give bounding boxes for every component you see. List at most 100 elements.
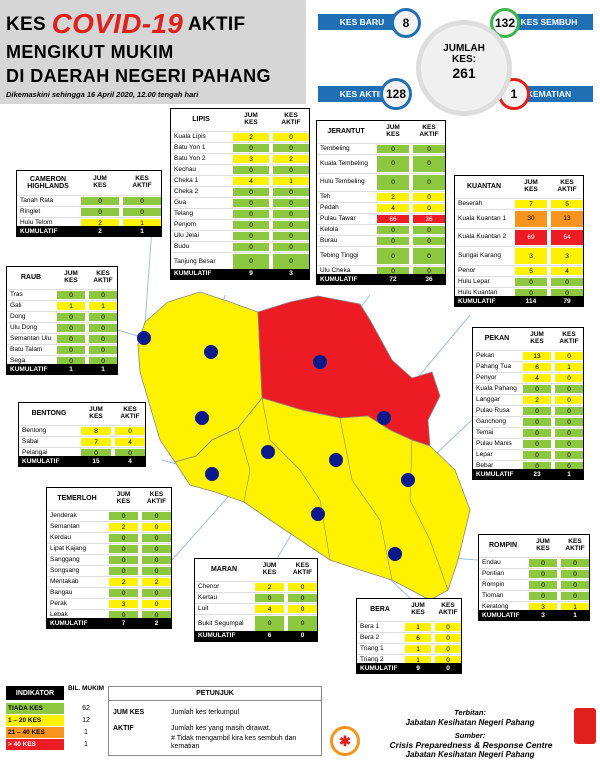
legend-category: 1 – 20 KES xyxy=(6,715,64,726)
jum-kes-cell: 4 xyxy=(233,177,269,185)
kes-aktif-cell: 36 xyxy=(413,215,445,224)
table-row: Sabai 7 4 xyxy=(19,436,145,447)
kes-baru-label: KES BARU xyxy=(318,14,406,30)
jum-kes-header: JUM KES xyxy=(530,331,544,345)
table-row: Rompin 0 0 xyxy=(479,579,589,590)
kumulatif-jum: 9 xyxy=(416,664,420,672)
kes-baru-value: 8 xyxy=(391,8,421,38)
kumulatif-row: KUMULATIF 2 1 xyxy=(17,226,161,236)
table-row: Pulau Manis 0 0 xyxy=(473,438,583,449)
mukim-name: Kuala Lipis xyxy=(174,132,206,140)
jum-kes-cell: 0 xyxy=(233,188,269,196)
table-row: Kertau 0 0 xyxy=(195,592,317,603)
mukim-name: Budu xyxy=(174,242,190,250)
table-row: Teh 2 0 xyxy=(317,191,445,202)
district-name: MARAN xyxy=(210,566,238,574)
mukim-name: Kuala Kuantan 1 xyxy=(458,214,507,222)
kes-aktif-cell: 0 xyxy=(273,144,309,152)
mukim-name: Pelangai xyxy=(22,448,48,456)
mukim-name: Bera 2 xyxy=(360,633,380,641)
mukim-name: Triang 2 xyxy=(360,655,384,663)
table-row: Sanggang 0 0 xyxy=(47,554,171,565)
table-row: Songsang 0 0 xyxy=(47,565,171,576)
jum-kes-cell: 0 xyxy=(57,324,85,332)
kes-aktif-cell: 0 xyxy=(413,237,445,246)
kumulatif-label: KUMULATIF xyxy=(50,619,88,627)
table-row: Luit 4 0 xyxy=(195,603,317,614)
kumulatif-label: KUMULATIF xyxy=(10,365,48,373)
kes-aktif-cell: 0 xyxy=(115,427,145,435)
table-row: Penjom 0 0 xyxy=(171,219,309,230)
kes-aktif-cell: 0 xyxy=(555,374,583,382)
kes-aktif-header: KES AKTIF xyxy=(559,331,579,345)
jum-kes-cell: 0 xyxy=(523,440,551,448)
table-row: Bebar 0 0 xyxy=(473,460,583,471)
kes-aktif-header: KES AKTIF xyxy=(281,112,301,126)
kes-aktif-cell: 0 xyxy=(561,581,589,589)
mukim-name: Pahang Tua xyxy=(476,362,512,370)
kes-aktif-cell: 2 xyxy=(142,578,171,586)
district-table-cameron: CAMERON HIGHLANDS JUM KES KES AKTIF Tanah R… xyxy=(16,170,162,237)
jumlah-kes-circle: JUMLAH KES: 261 xyxy=(416,20,512,116)
kes-aktif-cell: 1 xyxy=(123,219,161,227)
kumulatif-row: KUMULATIF 9 0 xyxy=(357,663,461,673)
kumulatif-row: KUMULATIF 114 79 xyxy=(455,296,583,307)
kes-aktif-cell: 0 xyxy=(89,313,117,321)
jum-kes-cell: 0 xyxy=(57,335,85,343)
table-row: Lipat Kajang 0 0 xyxy=(47,543,171,554)
kes-aktif-cell: 0 xyxy=(555,462,583,470)
mukim-name: Jenderak xyxy=(50,511,77,519)
marker-bera xyxy=(311,507,325,521)
kes-aktif-cell: 0 xyxy=(555,429,583,437)
kumulatif-aktif: 1 xyxy=(573,611,577,619)
kumulatif-jum: 1 xyxy=(69,365,73,373)
mukim-name: Dong xyxy=(10,312,26,320)
mukim-name: Bebar xyxy=(476,461,494,469)
legend-row: TIADA KES 62 xyxy=(6,703,106,714)
jum-kes-cell: 0 xyxy=(529,581,557,589)
mukim-name: Pulau Manis xyxy=(476,439,512,447)
district-table-maran: MARAN JUM KES KES AKTIF Chenor 2 0 Kertau 0 0 Lui… xyxy=(194,558,318,642)
petunjuk-aktif-val2: # Tidak mengambil kira kes sembuh dan ke… xyxy=(171,735,297,751)
kes-aktif-cell: 0 xyxy=(555,407,583,415)
table-row: Bentong 8 0 xyxy=(19,425,145,436)
jum-kes-cell: 1 xyxy=(405,623,431,631)
marker-maran xyxy=(329,453,343,467)
mukim-name: Penor xyxy=(458,266,476,274)
table-row: Jenderak 0 0 xyxy=(47,510,171,521)
kes-aktif-cell: 0 xyxy=(413,204,445,213)
kes-aktif-header: KES AKTIF xyxy=(132,175,152,189)
table-row: Sega 0 0 xyxy=(7,355,117,366)
mukim-name: Penyor xyxy=(476,373,497,381)
kes-aktif-cell: 0 xyxy=(555,451,583,459)
table-row: Sungai Karang 3 3 xyxy=(455,246,583,265)
jum-kes-cell: 0 xyxy=(233,243,269,251)
jum-kes-cell: 0 xyxy=(109,545,138,553)
kes-aktif-cell: 0 xyxy=(561,559,589,567)
jum-kes-header: JUM KES xyxy=(244,112,258,126)
kes-aktif-cell: 0 xyxy=(89,291,117,299)
jum-kes-cell: 0 xyxy=(255,616,284,632)
table-row: Ganchong 0 0 xyxy=(473,416,583,427)
table-row: Kelola 0 0 xyxy=(317,224,445,235)
mukim-name: Ringlet xyxy=(20,207,41,215)
jum-kes-cell: 6 xyxy=(405,634,431,642)
kes-aktif-cell: 0 xyxy=(273,133,309,141)
table-row: Perak 3 0 xyxy=(47,598,171,609)
jum-kes-cell: 0 xyxy=(233,232,269,240)
jum-kes-cell: 0 xyxy=(377,237,409,246)
table-row: Bukit Segumpal 0 0 xyxy=(195,614,317,633)
kes-aktif-cell: 0 xyxy=(142,600,171,608)
kumulatif-row: KUMULATIF 7 2 xyxy=(47,618,171,628)
mukim-name: Sanggang xyxy=(50,555,80,563)
kes-aktif-cell: 1 xyxy=(555,363,583,371)
jum-kes-cell: 0 xyxy=(377,174,409,191)
table-row: Kuala Pahang 0 0 xyxy=(473,383,583,394)
district-table-pekan: PEKAN JUM KES KES AKTIF Pekan 13 0 Pahang Tua 6… xyxy=(472,327,584,480)
jum-kes-cell: 0 xyxy=(529,570,557,578)
kes-aktif-cell: 0 xyxy=(115,449,145,457)
sumber-label: Sumber: xyxy=(454,731,486,740)
